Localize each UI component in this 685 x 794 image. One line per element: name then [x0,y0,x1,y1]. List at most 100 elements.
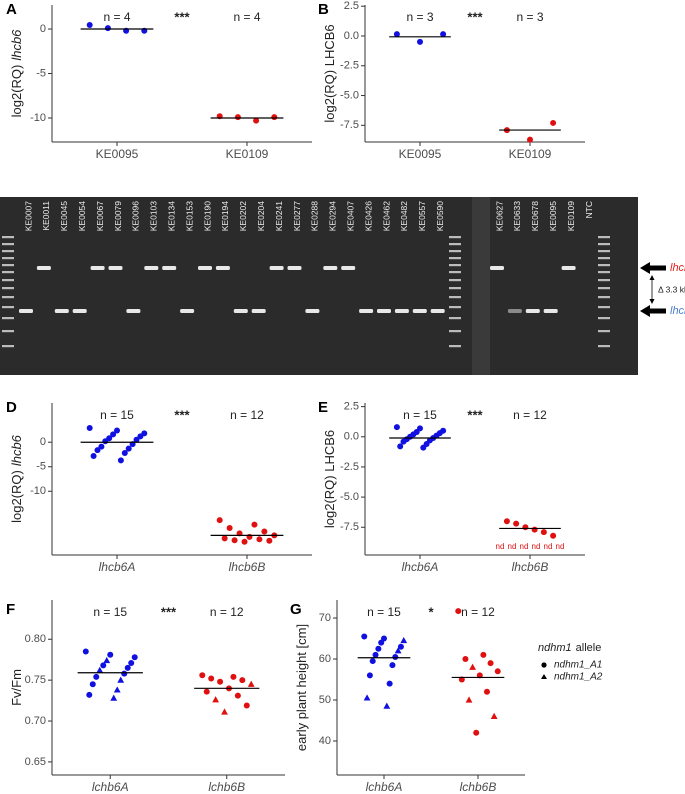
data-point [397,443,404,450]
band-label: lhcb6-A [670,305,685,317]
data-point [540,529,547,536]
data-point [89,681,96,688]
ladder-band [2,279,14,282]
gel-gap [472,197,490,375]
x-tick-label: lchb6B [460,780,497,794]
lane-label: KE0590 [435,201,445,232]
gel-band [525,309,540,313]
ladder-band [2,330,14,333]
x-tick-label: KE0095 [399,147,442,161]
annotation: * [428,604,434,619]
y-tick-label: 40 [319,735,331,747]
data-point [361,633,368,640]
gel-band [198,266,212,270]
lane-label: KE0678 [530,201,540,232]
data-point [93,673,100,680]
data-point [102,438,109,445]
data-point [216,517,223,524]
gel-band [180,309,195,313]
data-point [246,533,253,540]
arrow [640,305,666,317]
data-point [256,536,263,543]
data-point [239,677,246,684]
legend-label: ndhm1_A1 [554,660,602,671]
data-point [82,648,89,655]
gel-band [108,266,123,270]
data-point [487,660,494,667]
gel-band [394,309,409,313]
data-point [378,639,385,646]
panel-label: G [290,601,302,618]
y-tick-label: -2.5 [340,60,359,72]
data-point [366,672,373,679]
y-tick-label: -7.5 [340,521,359,533]
gel-band [341,266,356,270]
annotation: n = 15 [100,408,134,422]
ladder-band [449,345,461,348]
lane-label: KE0045 [59,201,69,232]
ladder-band [2,250,14,253]
nd-label: nd [508,542,517,551]
annotation: n = 12 [461,605,495,619]
data-point [462,656,469,663]
annotation: n = 4 [233,10,260,24]
panel: G 40 50 60 70 early plant height [cm] lchb6A lc… [290,600,603,794]
y-axis-label: log2(RQ) lhcb6 [9,29,24,118]
y-axis-label-part: lhcb6 [9,29,24,61]
y-axis-label: early plant height [cm] [294,624,309,751]
lane-label: KE0241 [274,201,284,232]
annotation: *** [174,9,190,24]
y-tick-label: 0.0 [344,431,359,443]
legend-marker [541,662,547,668]
data-point [226,525,233,532]
x-tick-label: KE0095 [96,147,139,161]
ladder-band [449,257,461,260]
annotation: n = 12 [210,605,244,619]
ladder-band [598,243,610,246]
panel: F 0.65 0.70 0.75 0.80 Fv/Fm lchb6A lchb6B n = 15… [6,600,285,794]
gel-band [377,309,391,313]
data-point [137,433,144,440]
gel-band [72,309,87,313]
y-axis-label: Fv/Fm [9,669,24,706]
data-point [400,438,407,445]
lane-label: KE0288 [310,201,320,232]
ladder-band [598,296,610,299]
y-tick-label: 70 [319,612,331,624]
ladder-band [2,306,14,309]
ladder-band [598,345,610,348]
data-point [103,656,111,664]
lane-label: KE0134 [166,201,176,232]
data-point [203,688,210,695]
panel-label: F [6,601,15,618]
y-tick-label: -5 [36,461,46,473]
y-tick-label: 0.70 [25,715,46,727]
data-point [393,31,400,38]
data-point [121,670,128,677]
data-point [363,694,371,701]
lane-label: KE0462 [381,201,391,232]
lane-label: KE0095 [548,201,558,232]
x-tick-label: KE0109 [509,147,552,161]
ladder-band [2,264,14,267]
ladder-band [598,257,610,260]
lane-label: KE0103 [149,201,159,232]
annotation: n = 15 [403,408,437,422]
gel-band [251,309,266,313]
lane-label: KE0633 [512,201,522,232]
data-point [104,25,111,32]
annotation: *** [467,407,483,422]
lane-label: KE0482 [399,201,409,232]
data-point [128,659,135,666]
ladder-band [2,345,14,348]
lane-label: NTC [584,201,594,218]
y-tick-label: 0.75 [25,674,46,686]
data-point [124,664,131,671]
annotation: n = 3 [406,10,433,24]
ladder-band [2,243,14,246]
y-tick-label: 0 [40,23,46,35]
panel-label: A [6,1,17,18]
nd-label: nd [544,542,553,551]
ladder-band [598,306,610,309]
